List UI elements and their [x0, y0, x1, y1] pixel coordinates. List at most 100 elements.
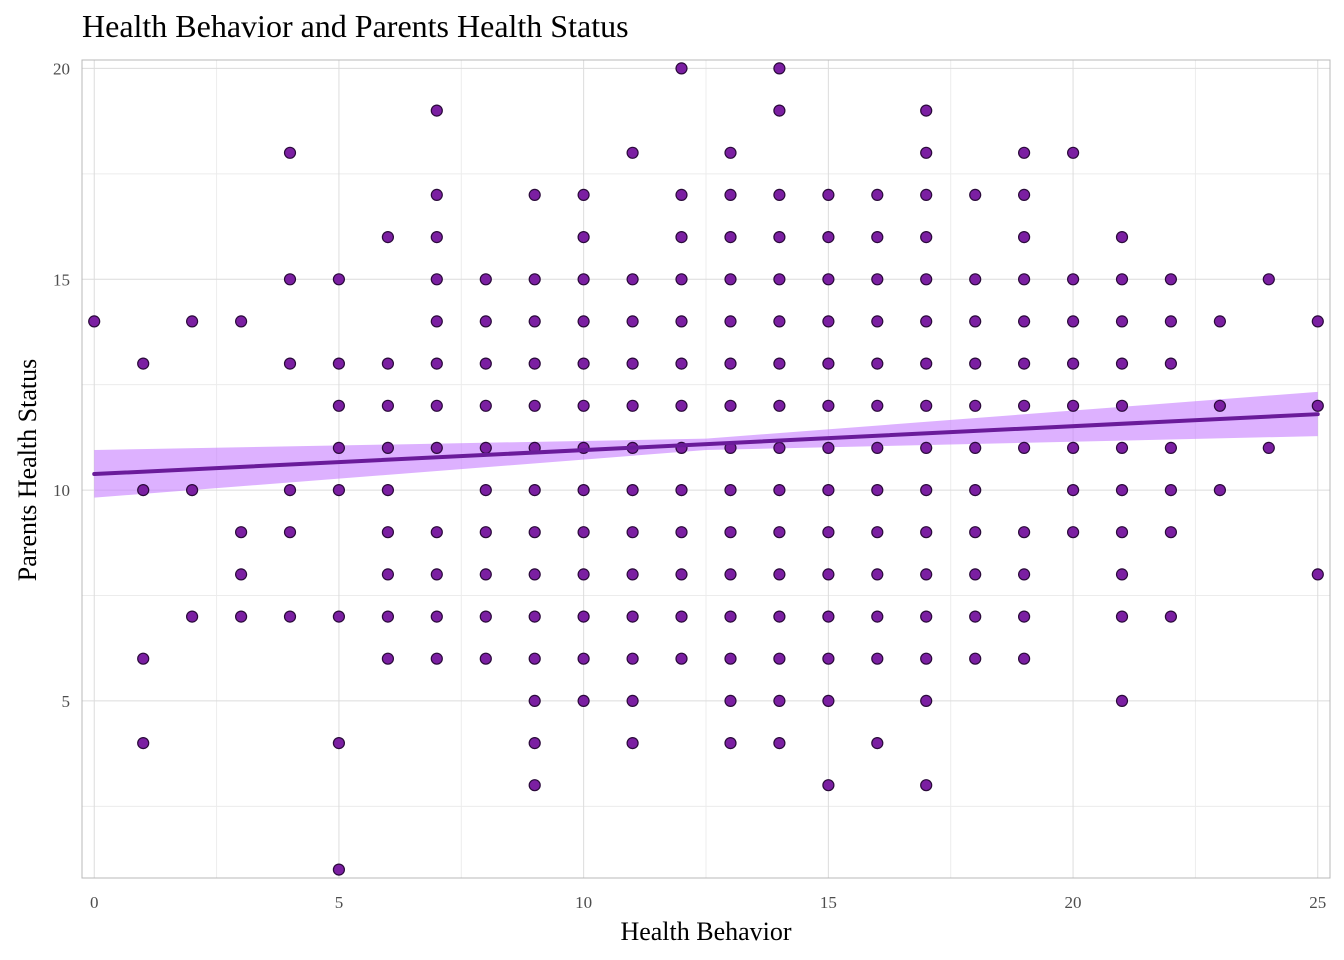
- data-point: [235, 526, 248, 539]
- panel-border: [81, 59, 1331, 879]
- data-point: [675, 357, 688, 370]
- data-point: [626, 652, 639, 665]
- x-tick-label: 10: [575, 893, 592, 912]
- data-point: [1213, 399, 1227, 412]
- data-point: [1115, 694, 1129, 708]
- data-point: [283, 357, 297, 370]
- data-point: [137, 357, 150, 370]
- data-point: [724, 526, 737, 539]
- data-point: [626, 273, 639, 286]
- data-point: [1213, 315, 1227, 328]
- data-point: [969, 526, 982, 539]
- data-point: [381, 526, 394, 539]
- data-point: [822, 610, 835, 623]
- data-point: [724, 146, 737, 159]
- data-point: [724, 231, 737, 244]
- data-point: [724, 315, 737, 328]
- data-point: [577, 273, 590, 286]
- data-point: [1017, 652, 1031, 665]
- data-point: [1164, 441, 1178, 454]
- data-point: [577, 399, 590, 412]
- data-point: [920, 231, 933, 244]
- data-point: [626, 399, 639, 412]
- data-point: [1115, 441, 1129, 454]
- y-axis-title: Parents Health Status: [13, 359, 42, 581]
- data-point: [430, 399, 443, 412]
- data-point: [137, 484, 150, 497]
- data-point: [381, 441, 394, 454]
- data-point: [381, 357, 394, 370]
- data-point: [430, 231, 443, 244]
- data-point: [1066, 526, 1080, 539]
- data-point: [88, 315, 101, 328]
- data-point: [1262, 273, 1275, 286]
- data-point: [235, 568, 248, 581]
- data-point: [822, 399, 835, 412]
- points-layer: [88, 62, 1324, 876]
- data-point: [626, 357, 639, 370]
- data-point: [186, 610, 199, 623]
- data-point: [871, 652, 884, 665]
- data-point: [871, 484, 884, 497]
- data-point: [1115, 273, 1129, 286]
- data-point: [479, 652, 492, 665]
- data-point: [1213, 484, 1227, 497]
- data-point: [626, 526, 639, 539]
- data-point: [1017, 315, 1031, 328]
- data-point: [920, 526, 933, 539]
- data-point: [430, 568, 443, 581]
- data-point: [528, 526, 541, 539]
- data-point: [479, 484, 492, 497]
- data-point: [1115, 610, 1129, 623]
- data-point: [479, 441, 492, 454]
- data-point: [871, 188, 884, 201]
- data-point: [773, 694, 786, 708]
- data-point: [1311, 399, 1324, 412]
- data-point: [430, 441, 443, 454]
- data-point: [773, 62, 786, 75]
- data-point: [1311, 315, 1324, 328]
- data-point: [626, 484, 639, 497]
- data-point: [528, 568, 541, 581]
- data-point: [822, 315, 835, 328]
- data-point: [920, 399, 933, 412]
- data-point: [920, 146, 933, 159]
- data-point: [1066, 399, 1080, 412]
- data-point: [1164, 315, 1178, 328]
- data-point: [822, 357, 835, 370]
- data-point: [577, 315, 590, 328]
- data-point: [1164, 484, 1178, 497]
- data-point: [675, 568, 688, 581]
- data-point: [920, 315, 933, 328]
- data-point: [283, 273, 297, 286]
- data-point: [430, 357, 443, 370]
- data-point: [675, 315, 688, 328]
- data-point: [1164, 273, 1178, 286]
- data-point: [381, 610, 394, 623]
- x-tick-label: 0: [90, 893, 99, 912]
- data-point: [675, 231, 688, 244]
- data-point: [773, 231, 786, 244]
- data-point: [920, 104, 933, 117]
- data-point: [381, 568, 394, 581]
- data-point: [1311, 568, 1324, 581]
- axis-layer: 0 5 10 15 20 25 5 10 15 20: [53, 59, 1326, 912]
- data-point: [479, 526, 492, 539]
- data-point: [871, 273, 884, 286]
- data-point: [969, 273, 982, 286]
- data-point: [969, 188, 982, 201]
- x-tick-label: 5: [335, 893, 344, 912]
- data-point: [283, 484, 297, 497]
- data-point: [186, 484, 199, 497]
- data-point: [969, 399, 982, 412]
- data-point: [675, 610, 688, 623]
- data-point: [724, 736, 737, 750]
- data-point: [920, 610, 933, 623]
- data-point: [332, 484, 345, 497]
- data-point: [871, 399, 884, 412]
- data-point: [724, 399, 737, 412]
- data-point: [528, 736, 541, 750]
- data-point: [871, 568, 884, 581]
- data-point: [1017, 146, 1031, 159]
- data-point: [920, 357, 933, 370]
